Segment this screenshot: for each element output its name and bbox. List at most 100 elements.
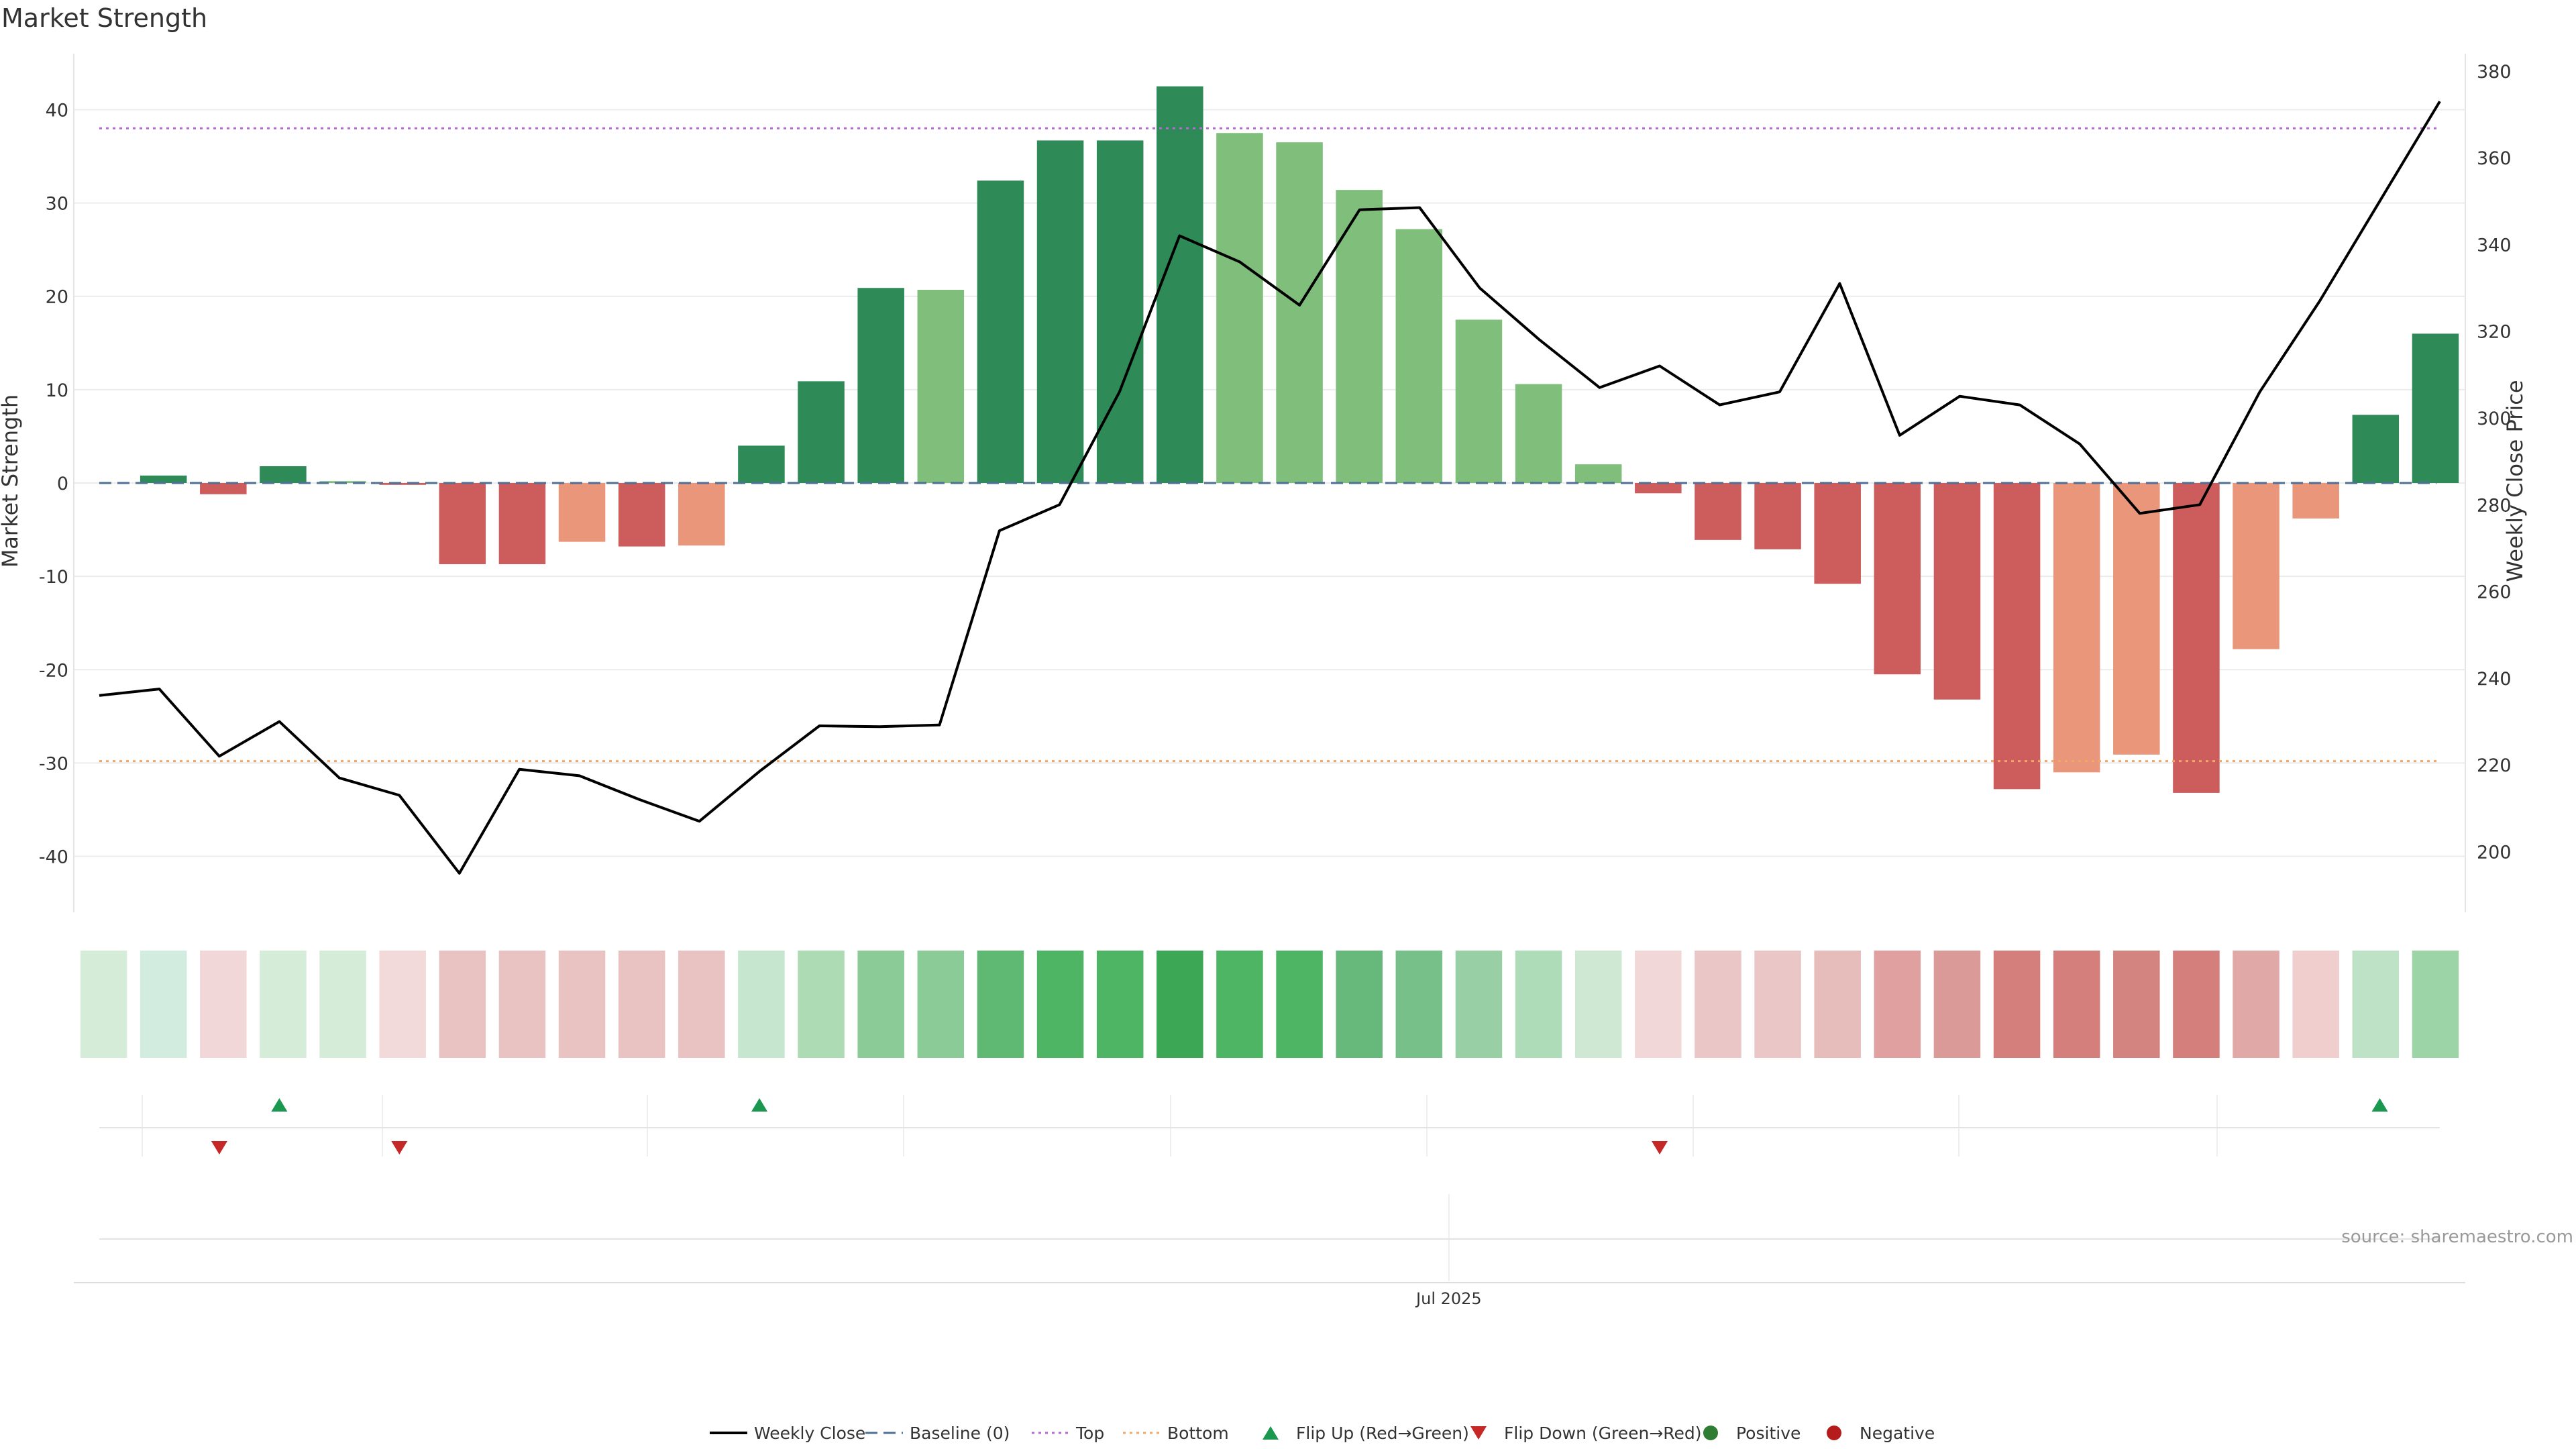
y-tick-label: -20 [39,660,68,681]
heat-cell [1336,951,1383,1058]
heat-cell [1933,951,1981,1058]
heat-cell [140,951,187,1058]
heat-cell [1157,951,1203,1058]
heat-cell [558,951,606,1058]
flip-up-marker [751,1098,768,1112]
strength-bar [798,381,845,483]
heat-cell [2113,951,2160,1058]
strength-bar [1336,190,1383,483]
heat-cell [1574,951,1622,1058]
strength-bar [2412,333,2459,483]
strength-heat-strip [80,951,2459,1058]
flip-down-marker [391,1141,408,1155]
heat-cell [1515,951,1562,1058]
heat-cell [1096,951,1144,1058]
strength-bar [2233,483,2279,649]
strength-bar [1395,229,1443,483]
y-tick-label: -40 [39,847,68,868]
source-note: source: sharemaestro.com [2341,1227,2573,1247]
flip-down-marker [211,1141,227,1155]
legend-label: Flip Up (Red→Green) [1296,1424,1469,1443]
legend-swatch-flip-down [1470,1426,1487,1440]
strength-bar [1814,483,1861,584]
strength-bar [379,483,426,485]
heat-cell [1395,951,1443,1058]
y2-tick-label: 280 [2477,495,2512,516]
y-tick-label: 30 [46,194,68,215]
legend-label: Weekly Close [754,1424,865,1443]
heat-cell [379,951,426,1058]
strength-bar [1036,140,1084,484]
legend-label: Positive [1736,1424,1801,1443]
heat-cell [200,951,247,1058]
heat-cell [2292,951,2339,1058]
weekly-close-series [99,101,2441,875]
y2-tick-label: 340 [2477,235,2512,256]
left-axis-ticks: -40 -30 -20 -10 0 10 20 30 40 [39,100,68,867]
y-tick-label: -30 [39,753,68,774]
strength-bar [1096,140,1144,484]
strength-bar [2173,483,2220,793]
strength-bar [2053,483,2100,773]
strength-bar [1754,483,1801,549]
flip-up-marker [271,1098,288,1112]
strength-bar [977,180,1024,483]
y-tick-label: -10 [39,567,68,588]
strength-bar [2292,483,2339,519]
strength-bar [1216,133,1263,483]
y-axis-title: Market Strength [0,394,23,568]
heat-cell [2053,951,2100,1058]
y-tick-label: 40 [46,100,68,121]
legend-swatch-flip-up [1263,1426,1279,1440]
weekly-close-line [99,101,2441,875]
strength-bar [1574,464,1622,483]
heat-cell [1814,951,1861,1058]
y2-tick-label: 220 [2477,755,2512,776]
legend-label: Flip Down (Green→Red) [1504,1424,1702,1443]
heat-cell [1754,951,1801,1058]
heat-cell [2173,951,2220,1058]
heat-cell [2412,951,2459,1058]
heat-cell [1036,951,1084,1058]
legend-label: Negative [1860,1424,1935,1443]
y2-tick-label: 360 [2477,148,2512,169]
strength-bar [498,483,546,565]
strength-bar [1695,483,1741,540]
heat-cell [2233,951,2279,1058]
legend-swatch-negative [1827,1426,1841,1440]
reference-lines [99,127,2436,763]
heat-cell [439,951,486,1058]
heat-cell [2352,951,2400,1058]
strength-bar [738,445,785,483]
strength-bar [140,475,187,483]
strength-bars [140,86,2459,793]
heat-cell [319,951,366,1058]
strength-bar [678,483,725,546]
y2-tick-label: 240 [2477,669,2512,690]
heat-cell [80,951,127,1058]
heat-cell [1695,951,1741,1058]
strength-bar [1455,319,1503,483]
strength-bar [1635,483,1682,494]
heat-cell [977,951,1024,1058]
legend-label: Bottom [1167,1424,1229,1443]
y2-tick-label: 380 [2477,62,2512,83]
y2-tick-label: 300 [2477,409,2512,429]
heat-cell [678,951,725,1058]
strength-bar [439,483,486,565]
heat-cell [1216,951,1263,1058]
y-tick-label: 0 [57,474,68,494]
legend-swatch-positive [1703,1426,1718,1440]
strength-bar [917,290,965,483]
heat-cell [1993,951,2041,1058]
strength-bar [558,483,606,542]
strength-bar [200,483,247,494]
y2-tick-label: 320 [2477,322,2512,343]
flip-markers-panel [99,1095,2440,1157]
y-tick-label: 20 [46,287,68,308]
legend: Weekly Close Baseline (0) Top Bottom Flip Up… [710,1424,1935,1443]
heat-cell [1874,951,1921,1058]
heat-cell [738,951,785,1058]
chart-title: Market Strength [1,3,207,33]
